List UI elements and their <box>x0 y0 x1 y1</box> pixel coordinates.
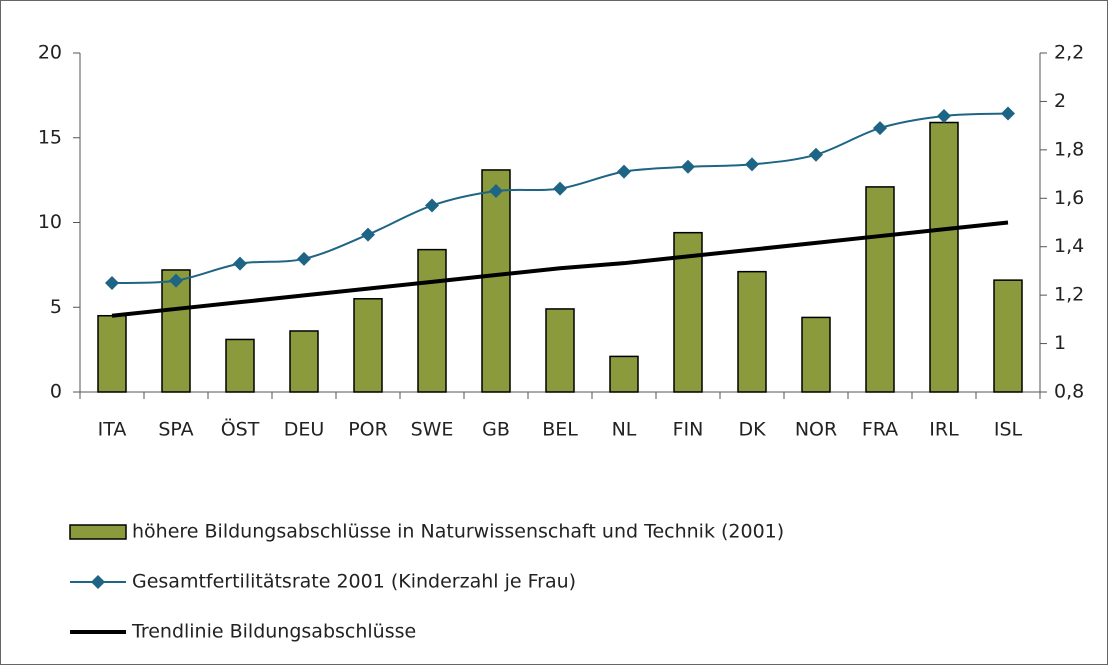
marker <box>425 198 439 213</box>
y-tick-label: 20 <box>38 42 62 64</box>
marker <box>809 147 823 162</box>
bar <box>97 314 127 393</box>
legend-label: Gesamtfertilitätsrate 2001 (Kinderzahl j… <box>132 571 576 593</box>
x-tick-label: ISL <box>994 419 1023 441</box>
y-tick-label: 5 <box>50 296 62 318</box>
y2-tick-label: 1,6 <box>1054 187 1084 209</box>
y-tick-label: 0 <box>50 381 62 403</box>
marker <box>297 251 311 266</box>
y2-tick-label: 2,2 <box>1054 42 1084 64</box>
x-tick-label: DK <box>738 419 766 441</box>
marker <box>553 181 567 196</box>
x-tick-label: IRL <box>929 419 959 441</box>
marker <box>937 108 951 123</box>
marker <box>681 159 695 174</box>
x-tick-label: BEL <box>542 419 578 441</box>
y2-tick-label: 1 <box>1054 332 1066 354</box>
bar <box>289 330 319 393</box>
bar <box>737 270 767 393</box>
bar <box>481 169 511 393</box>
legend-label: höhere Bildungsabschlüsse in Naturwissen… <box>132 521 784 543</box>
bar <box>161 269 191 393</box>
x-tick-label: ÖST <box>221 418 260 441</box>
legend-marker <box>91 575 105 589</box>
y2-tick-label: 2 <box>1054 90 1066 112</box>
legend-swatch <box>69 524 127 540</box>
bar <box>417 248 447 393</box>
x-tick-label: NL <box>612 419 637 441</box>
y2-tick-label: 1,2 <box>1054 284 1084 306</box>
y-tick-label: 10 <box>38 211 62 233</box>
marker <box>105 276 119 291</box>
marker <box>1001 106 1015 121</box>
marker <box>169 273 183 288</box>
marker <box>617 164 631 179</box>
line <box>111 220 1009 318</box>
y2-tick-label: 1,8 <box>1054 138 1084 160</box>
y2-tick-label: 0,8 <box>1054 381 1084 403</box>
x-tick-label: SPA <box>158 419 193 441</box>
bar <box>609 355 639 393</box>
legend-label: Trendlinie Bildungsabschlüsse <box>131 621 416 643</box>
x-tick-label: GB <box>482 419 510 441</box>
x-tick-label: NOR <box>795 419 837 441</box>
bar <box>865 186 895 393</box>
y2-tick-label: 1,4 <box>1054 235 1084 257</box>
x-tick-label: POR <box>348 419 388 441</box>
bar <box>993 279 1023 393</box>
marker <box>745 157 759 172</box>
x-tick-label: SWE <box>411 419 454 441</box>
x-tick-label: ITA <box>98 419 127 441</box>
marker <box>233 256 247 271</box>
x-tick-label: DEU <box>284 419 325 441</box>
bar <box>801 316 831 393</box>
marker <box>873 121 887 136</box>
marker <box>489 184 503 199</box>
marker <box>361 227 375 242</box>
y-tick-label: 15 <box>38 126 62 148</box>
bar <box>545 308 575 393</box>
bar <box>225 338 255 393</box>
bar <box>353 298 383 393</box>
x-tick-label: FIN <box>673 419 704 441</box>
x-tick-label: FRA <box>862 419 898 441</box>
bar <box>929 121 959 393</box>
